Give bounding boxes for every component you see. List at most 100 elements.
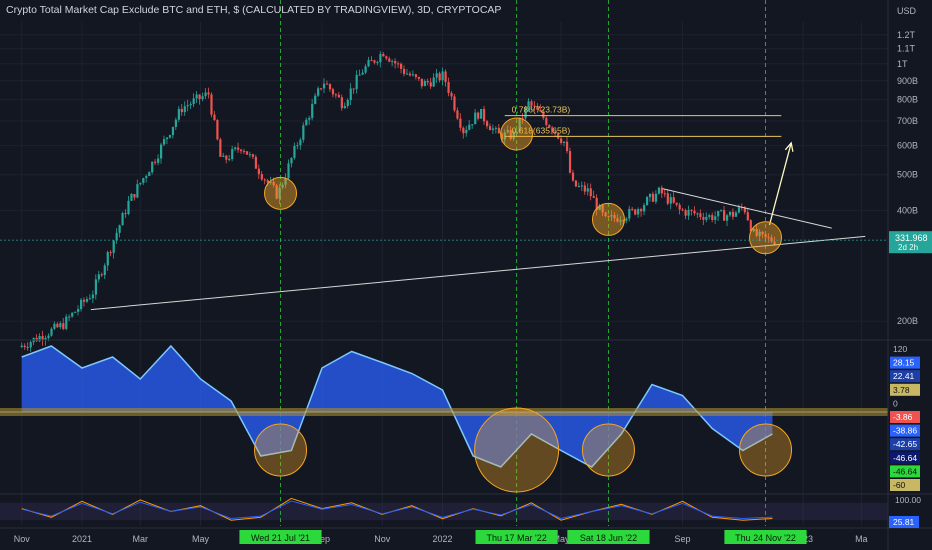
candle-body [168, 135, 172, 138]
candle-body [367, 60, 370, 67]
candle-body [725, 215, 729, 221]
candle-body [62, 323, 65, 329]
stochastic-signal-line [21, 500, 773, 519]
wave-value-label: 28.15 [893, 358, 915, 368]
candle-body [20, 345, 23, 348]
candle-body [610, 215, 613, 217]
oscillator-highlight-circle [581, 423, 635, 477]
candle-body [382, 53, 385, 57]
candle-body [500, 133, 503, 140]
wave-oscillator-pane [0, 344, 888, 493]
time-tick-label: 2022 [433, 534, 453, 544]
candle-body [560, 138, 563, 143]
price-tick-label: 500B [897, 170, 918, 180]
candle-body [109, 252, 112, 254]
candle-body [468, 124, 471, 130]
candle-body [483, 109, 486, 122]
wave-value-label: -3.86 [893, 412, 913, 422]
candle-body [85, 298, 89, 302]
candle-body [370, 60, 373, 62]
highlight-circle [591, 202, 625, 236]
candle-body [746, 212, 749, 221]
projection-arrow-head [784, 141, 794, 152]
candle-body [527, 101, 530, 108]
candle-body [103, 265, 106, 276]
highlight-circle [264, 176, 298, 210]
candle-body [346, 100, 349, 106]
stochastic-value-chip [889, 516, 919, 528]
candle-body [162, 139, 166, 145]
wave-value-chip [890, 424, 920, 437]
candle-body [580, 185, 583, 187]
candle-body [311, 103, 314, 118]
candle-body [643, 205, 646, 212]
candle-body [669, 197, 672, 204]
candle-body [429, 82, 432, 87]
candle-body [400, 63, 403, 69]
candle-body [521, 117, 524, 119]
candle-body [240, 149, 243, 152]
candle-body [731, 211, 735, 217]
candle-body [450, 92, 453, 97]
candle-body [210, 94, 213, 115]
date-marker-label: Thu 24 Nov '22 [735, 533, 796, 543]
candle-body [343, 105, 346, 109]
candle-body [634, 209, 637, 215]
candle-body [225, 155, 228, 160]
candle-body [216, 120, 219, 140]
candle-body [29, 342, 32, 348]
candle-body [115, 232, 118, 241]
candle-body [625, 218, 628, 221]
wave-value-chip [890, 397, 920, 410]
time-axis[interactable]: Nov2021MarMaySepNov2022MaySep2023MaWed 2… [14, 530, 868, 544]
candle-body [373, 60, 376, 63]
price-axis[interactable]: USD 1.2T 1.1T 1T 900B 800B 700B 600B 500B 400B 200… [0, 6, 932, 528]
candle-body [604, 212, 607, 217]
date-marker-box [724, 530, 807, 544]
candle-body [68, 316, 71, 318]
candle-body [545, 117, 548, 126]
candle-body [47, 335, 50, 338]
candle-body [622, 220, 625, 222]
candle-body [65, 316, 68, 329]
time-tick-label: Sep [675, 534, 691, 544]
candle-body [699, 213, 702, 217]
wave-value-label: -38.86 [893, 426, 917, 436]
candle-body [94, 279, 98, 295]
candle-body [637, 209, 640, 215]
wave-value-label: 22.41 [893, 371, 915, 381]
projection-arrow [768, 142, 792, 226]
candle-body [764, 234, 767, 238]
stochastic-tick-label: 100.00 [895, 495, 921, 505]
candle-body [352, 88, 355, 90]
candle-body [485, 121, 489, 127]
trendline [90, 235, 866, 311]
fib-label: 0.786(723.73B) [512, 105, 571, 115]
date-guides [280, 0, 767, 526]
candle-body [705, 216, 708, 220]
price-tick-label: 200B [897, 316, 918, 326]
candle-body [121, 213, 124, 226]
candle-body [263, 179, 266, 181]
candle-body [281, 184, 284, 188]
candle-body [189, 104, 192, 106]
candle-body [287, 163, 290, 179]
candle-body [275, 185, 278, 199]
candle-body [432, 77, 435, 87]
price-tick-label: 600B [897, 141, 918, 151]
wave-value-label: 3.78 [893, 385, 910, 395]
candle-body [124, 213, 127, 215]
wave-value-label: -60 [893, 480, 906, 490]
candle-body [462, 127, 465, 134]
candle-body [619, 220, 622, 222]
candle-body [296, 145, 299, 147]
fib-levels: 0.786(723.73B) 0.618(635.65B) [504, 105, 782, 137]
wave-value-chip [890, 343, 920, 355]
candle-body [613, 215, 616, 219]
candle-body [441, 71, 444, 81]
candle-body [711, 215, 714, 220]
wave-value-label: -42.65 [893, 439, 917, 449]
candle-body [645, 197, 649, 206]
candle-body [349, 88, 352, 101]
